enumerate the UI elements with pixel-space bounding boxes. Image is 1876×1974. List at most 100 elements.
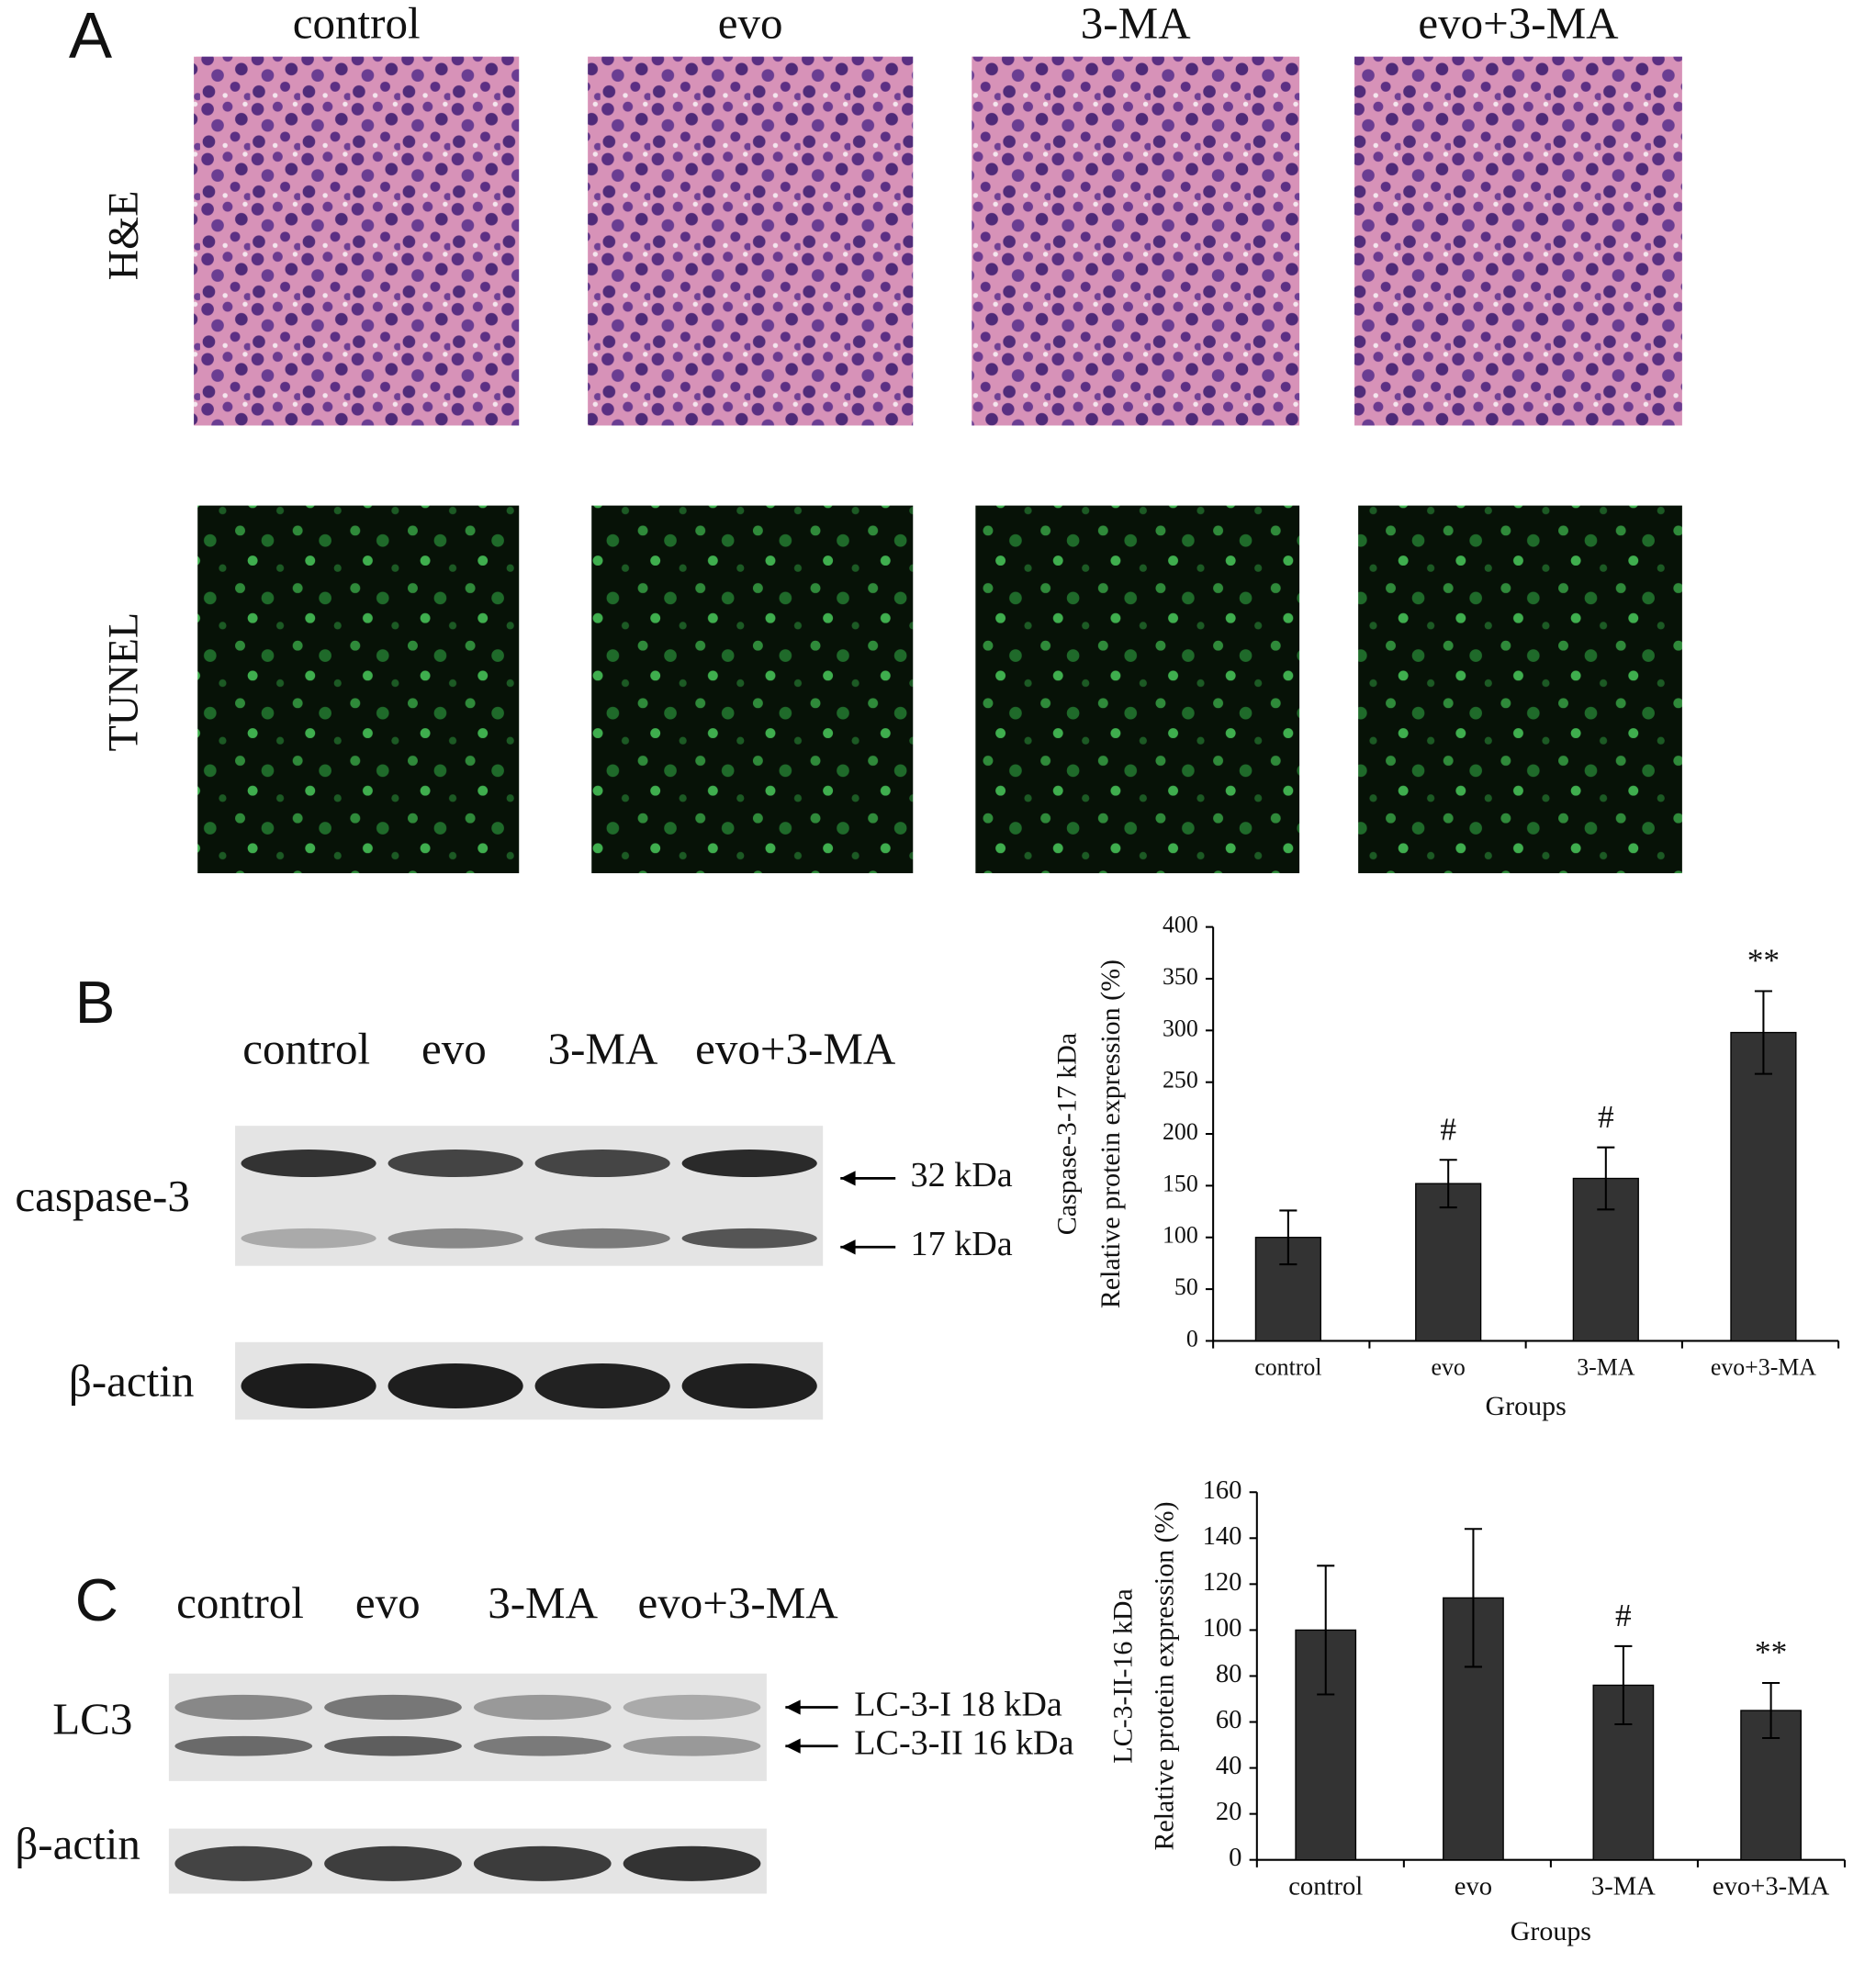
y-axis-label: Caspase-3-17 kDa [1051,1033,1082,1235]
band [473,1845,612,1881]
lane-label: evo [355,1577,421,1628]
protein-label: LC3 [52,1693,132,1744]
band [681,1150,817,1178]
band [623,1694,761,1721]
band [174,1845,313,1881]
band [681,1228,817,1249]
he-micrograph [972,56,1300,426]
condition-label: 3-MA [1081,0,1191,49]
band [174,1694,313,1721]
panel-label: C [75,1566,118,1633]
protein-label: β-actin [15,1819,140,1869]
arrow-head [840,1171,856,1186]
arrow-head [840,1239,856,1255]
bar [1730,1031,1797,1342]
band [534,1150,670,1178]
y-axis-label: Relative protein expression (%) [1150,1501,1180,1850]
x-axis-label: Groups [1486,1391,1567,1421]
lane-label: evo+3-MA [637,1577,838,1628]
y-tick-label: 100 [1163,1222,1198,1249]
band [324,1735,462,1756]
y-tick-label: 80 [1216,1660,1242,1688]
band [623,1735,761,1756]
band [534,1228,670,1249]
y-tick-label: 300 [1163,1015,1198,1041]
x-tick-label: evo+3-MA [1713,1873,1830,1901]
protein-label: β-actin [69,1356,195,1407]
band [473,1694,612,1721]
error-bar [1614,1644,1633,1726]
lane-label: 3-MA [548,1023,658,1073]
row-label: H&E [101,191,148,281]
x-axis-label: Groups [1511,1916,1591,1946]
condition-label: evo [718,0,783,49]
error-bar [1464,1528,1482,1668]
band [324,1694,462,1721]
y-tick-label: 140 [1203,1522,1242,1551]
panel-label: B [75,969,116,1036]
arrow-head [785,1699,801,1715]
condition-label: control [293,0,421,49]
x-tick-label: evo+3-MA [1711,1354,1816,1381]
band [681,1363,817,1408]
arrow-head [785,1738,801,1754]
y-tick-label: 400 [1163,912,1198,938]
band-label: LC-3-II 16 kDa [854,1723,1073,1762]
he-micrograph [194,56,520,426]
y-tick-label: 200 [1163,1118,1198,1145]
band [623,1845,761,1881]
y-tick-label: 160 [1203,1476,1242,1505]
y-tick-label: 100 [1203,1614,1242,1643]
lane-label: evo [421,1023,487,1073]
error-bar [1439,1159,1457,1209]
lc3-blot [168,1673,767,1781]
lane-label: 3-MA [488,1577,598,1628]
y-tick-label: 0 [1186,1325,1198,1352]
band-label: 32 kDa [911,1156,1013,1194]
y-tick-label: 150 [1163,1170,1198,1196]
significance-label: ** [1747,942,1780,979]
significance-label: # [1598,1098,1614,1135]
y-tick-label: 350 [1163,963,1198,990]
protein-label: caspase-3 [15,1171,190,1221]
lane-label: control [176,1577,304,1628]
significance-label: # [1615,1597,1632,1633]
bar [1415,1183,1482,1342]
band [388,1150,523,1178]
band [324,1845,462,1881]
lane-label: control [242,1023,370,1073]
tunel-micrograph [197,505,520,874]
band-label: LC-3-I 18 kDa [854,1685,1062,1723]
x-tick-label: evo [1432,1354,1466,1381]
band [241,1363,376,1408]
tunel-micrograph [975,505,1300,874]
tunel-micrograph [1358,505,1682,874]
row-label: TUNEL [101,612,148,752]
y-tick-label: 0 [1229,1844,1241,1872]
significance-label: # [1440,1110,1456,1147]
condition-label: evo+3-MA [1418,0,1619,49]
tunel-micrograph [591,505,914,874]
error-bar [1754,990,1772,1075]
x-tick-label: control [1288,1873,1363,1901]
significance-label: ** [1755,1633,1787,1670]
y-tick-label: 120 [1203,1568,1242,1597]
x-tick-label: control [1254,1354,1321,1381]
band [241,1228,376,1249]
error-bar [1597,1146,1615,1211]
y-tick-label: 60 [1216,1706,1242,1734]
y-tick-label: 20 [1216,1798,1242,1826]
band [534,1363,670,1408]
x-tick-label: 3-MA [1577,1354,1635,1381]
band [388,1228,523,1249]
band [174,1735,313,1756]
band [241,1150,376,1178]
panel-label: A [69,0,113,73]
y-tick-label: 50 [1174,1273,1198,1300]
he-micrograph [1354,56,1682,426]
band-label: 17 kDa [911,1225,1013,1263]
y-tick-label: 40 [1216,1752,1242,1780]
